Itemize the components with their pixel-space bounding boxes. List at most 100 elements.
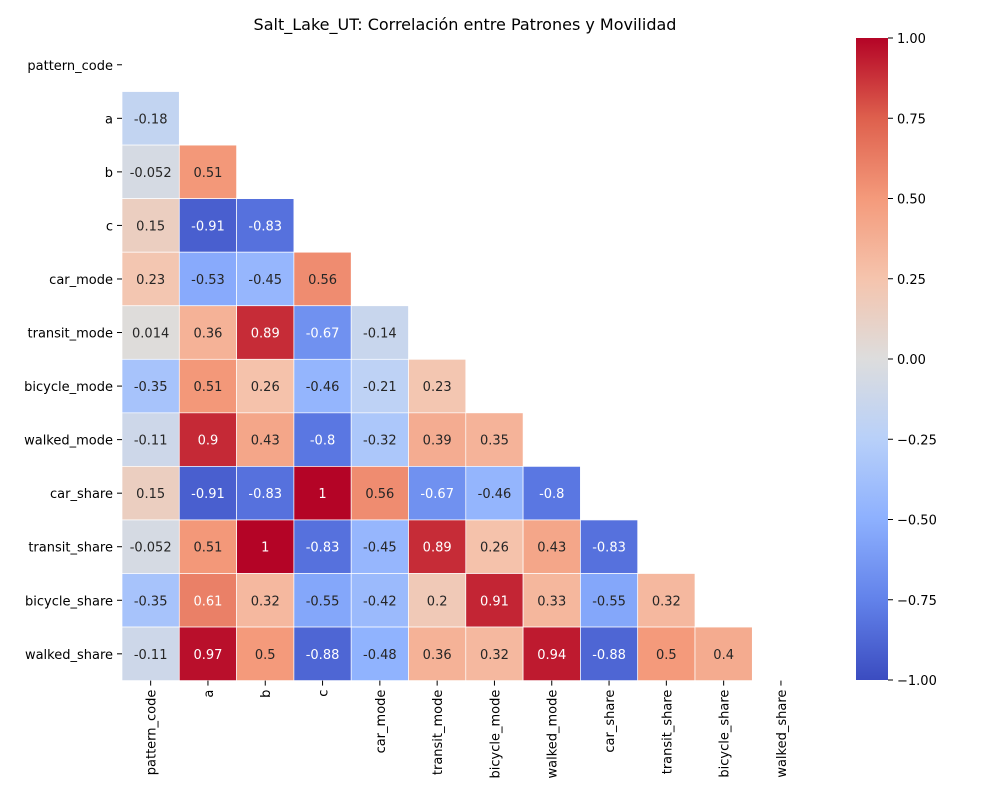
cell-value-label: 0.2 [427, 594, 448, 609]
heatmap-cell [293, 412, 352, 467]
cell-value-label: 0.33 [537, 594, 566, 609]
heatmap-cell [694, 626, 753, 681]
cell-value-label: 0.9 [198, 434, 219, 449]
y-tick-label: bicycle_share [25, 594, 113, 609]
heatmap-cell [236, 358, 295, 414]
y-tick-label: c [106, 219, 113, 234]
heatmap-cell [408, 519, 467, 574]
heatmap-cell [408, 626, 467, 681]
cell-value-label: -0.67 [306, 327, 340, 342]
heatmap-cell [350, 358, 409, 414]
heatmap-cell [178, 358, 237, 414]
heatmap-cell [236, 198, 295, 253]
heatmap-cell [293, 251, 352, 307]
cell-value-label: 0.56 [308, 273, 337, 288]
cell-value-label: -0.11 [134, 434, 168, 449]
cell-value-label: -0.8 [539, 487, 564, 502]
cell-value-label: 0.014 [132, 327, 169, 342]
heatmap-cell [178, 305, 237, 360]
x-tick-label: car_share [603, 690, 618, 753]
cell-value-label: 0.23 [423, 380, 452, 395]
cell-value-label: 0.89 [423, 541, 452, 556]
cell-value-label: 0.35 [480, 434, 509, 449]
cell-value-label: -0.91 [191, 219, 225, 234]
cell-value-label: 0.15 [136, 219, 165, 234]
heatmap-cell [350, 305, 409, 360]
heatmap-cell [236, 573, 295, 628]
cell-value-label: 0.26 [480, 541, 509, 556]
heatmap-cell [293, 573, 352, 628]
cell-value-label: -0.83 [248, 487, 282, 502]
x-tick-label: walked_share [775, 690, 790, 778]
heatmap-cell [408, 573, 467, 628]
cell-value-label: 0.15 [136, 487, 165, 502]
cell-value-label: 0.56 [365, 487, 394, 502]
cell-value-label: -0.11 [134, 648, 168, 663]
cell-value-label: -0.32 [363, 434, 397, 449]
cell-value-label: 0.43 [251, 434, 280, 449]
cell-value-label: 0.97 [193, 648, 222, 663]
heatmap-cell [465, 466, 524, 521]
heatmap-cell [236, 519, 295, 574]
heatmap-cell [350, 573, 409, 628]
cell-value-label: 0.4 [713, 648, 734, 663]
cell-value-label: -0.18 [134, 112, 168, 127]
cell-value-label: -0.45 [363, 541, 397, 556]
y-tick-label: b [105, 166, 113, 181]
x-tick-label: pattern_code [145, 690, 160, 776]
heatmap-cell [178, 144, 237, 200]
y-tick-label: car_mode [49, 273, 113, 288]
cell-value-label: -0.88 [592, 648, 626, 663]
colorbar-tick-label: 0.25 [897, 273, 926, 288]
cell-value-label: -0.83 [306, 541, 340, 556]
cell-value-label: -0.88 [306, 648, 340, 663]
heatmap-cell [121, 144, 180, 200]
colorbar-tick-label: −1.00 [897, 674, 937, 689]
heatmap-cell [293, 305, 352, 360]
cell-value-label: 0.32 [251, 594, 280, 609]
y-tick-label: pattern_code [27, 59, 113, 74]
cell-value-label: 0.32 [652, 594, 681, 609]
heatmap-cell [580, 573, 639, 628]
cell-value-label: -0.14 [363, 327, 397, 342]
x-axis: pattern_code a b c car_mode transit_mode bicyc… [145, 680, 790, 779]
heatmap-cell [121, 198, 180, 253]
cell-value-label: -0.21 [363, 380, 397, 395]
colorbar-tick-label: 0.75 [897, 112, 926, 127]
cell-value-label: -0.55 [592, 594, 626, 609]
heatmap-cell [121, 412, 180, 467]
heatmap-cells: -0.18-0.052 0.510.15 -0.91 -0.830.23 -0.53 -0… [121, 91, 753, 681]
cell-value-label: 0.89 [251, 327, 280, 342]
heatmap-cell [293, 519, 352, 574]
y-tick-label: a [105, 112, 113, 127]
colorbar-tick-label: 0.50 [897, 193, 926, 208]
cell-value-label: -0.35 [134, 594, 168, 609]
heatmap-cell [121, 626, 180, 681]
cell-value-label: 0.51 [193, 541, 222, 556]
cell-value-label: 0.5 [656, 648, 677, 663]
cell-value-label: 0.36 [193, 327, 222, 342]
colorbar-tick-label: 1.00 [897, 32, 926, 47]
cell-value-label: 0.51 [193, 380, 222, 395]
cell-value-label: -0.8 [310, 434, 335, 449]
x-tick-label: car_mode [374, 690, 389, 754]
x-tick-label: c [317, 690, 332, 697]
heatmap-cell [178, 412, 237, 467]
x-tick-label: transit_mode [431, 690, 446, 776]
heatmap-cell [408, 358, 467, 414]
x-tick-label: b [259, 690, 274, 698]
x-tick-label: bicycle_mode [488, 690, 503, 779]
colorbar-tick-label: −0.50 [897, 514, 937, 529]
cell-value-label: 0.32 [480, 648, 509, 663]
heatmap-cell [580, 626, 639, 681]
cell-value-label: 0.94 [537, 648, 566, 663]
x-tick-label: walked_mode [546, 690, 561, 779]
cell-value-label: -0.91 [191, 487, 225, 502]
y-tick-label: bicycle_mode [24, 380, 113, 395]
cell-value-label: -0.45 [248, 273, 282, 288]
heatmap-cell [465, 412, 524, 467]
y-tick-label: walked_mode [24, 434, 113, 449]
